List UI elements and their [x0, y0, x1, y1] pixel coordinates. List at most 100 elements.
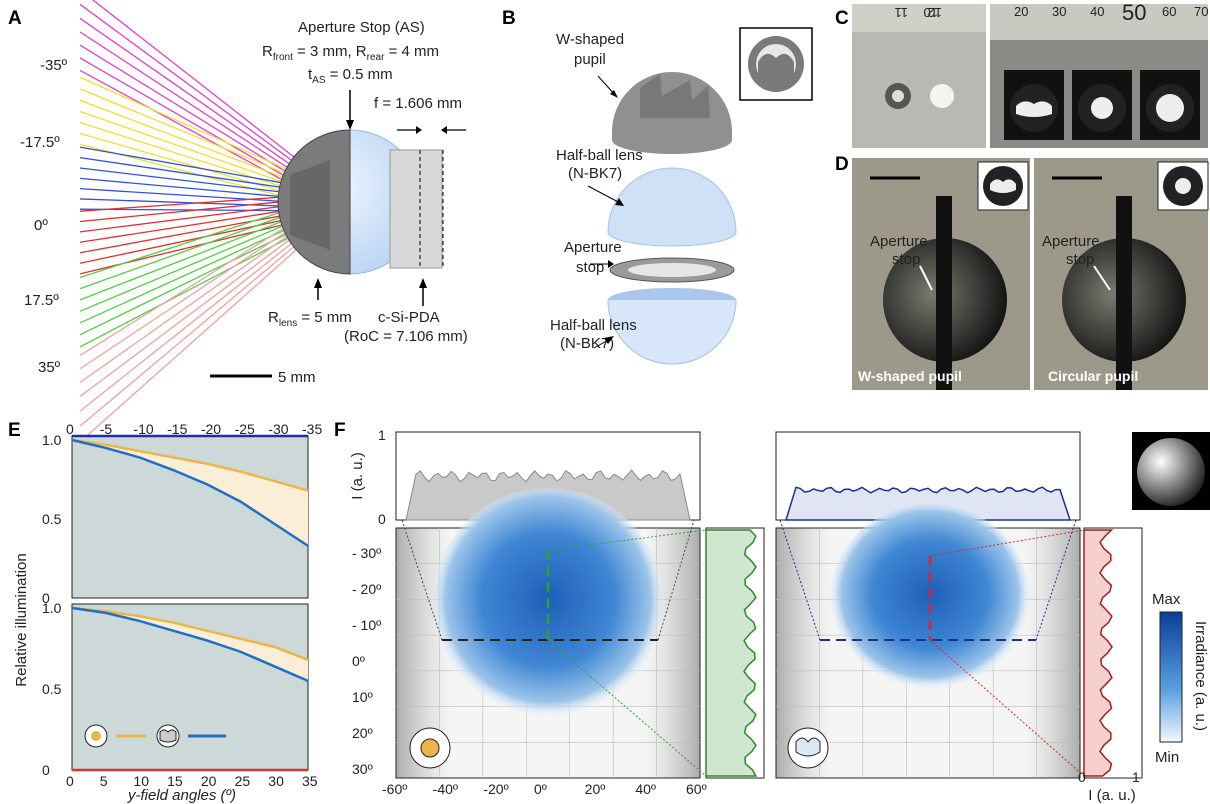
ray-32: [79, 222, 301, 324]
ruler-small-11: 11: [895, 5, 909, 20]
b-pupil-2: pupil: [574, 51, 606, 68]
f-xtick-1: -40º: [433, 781, 458, 797]
colorbar: [1159, 611, 1183, 743]
e-ylabel: Relative illumination: [13, 553, 30, 686]
angle-label-35: 35º: [38, 359, 61, 376]
ray-20: [79, 208, 301, 212]
ray-19: [79, 198, 301, 208]
f-xtick-5: 40º: [635, 781, 656, 797]
ruler-big-70: 70: [1194, 4, 1208, 19]
ray-3: [79, 31, 301, 177]
ray-41: [79, 246, 301, 443]
f-ytick-1: 1: [378, 427, 386, 443]
ray-29: [79, 209, 301, 290]
d-label2-2: stop: [1066, 251, 1094, 268]
e-xtick-0-7: -35: [302, 421, 322, 437]
panel-label-b: B: [502, 8, 516, 29]
e-xtick-1-0: 0: [66, 773, 74, 789]
ray-8: [79, 88, 301, 181]
angle-label-neg17: -17.5º: [20, 134, 60, 151]
ruler-big-40: 40: [1090, 4, 1104, 19]
ray-33: [79, 226, 301, 336]
ray-21: [79, 195, 301, 212]
angle-label-0: 0º: [34, 217, 48, 234]
f-xtick-6: 60º: [686, 781, 707, 797]
ray-35: [79, 217, 301, 357]
ruler-small-12: 12: [928, 5, 942, 20]
e-ytick-0-1: 0.5: [42, 511, 62, 527]
ray-37: [79, 226, 301, 383]
ruler-small-10: 10: [924, 5, 938, 20]
d-caption1: W-shaped pupil: [858, 368, 962, 384]
f-xtick-4: 20º: [585, 781, 606, 797]
focal-length: f = 1.606 mm: [374, 95, 462, 112]
ray-34: [79, 231, 301, 348]
e-ytick-0-2: 0: [42, 590, 50, 606]
r-front-text: Rfront = 3 mm, Rrear = 4 mm: [262, 43, 439, 63]
b-lens1-2: (N-BK7): [568, 165, 622, 182]
e-ytick-0-0: 1.0: [42, 432, 62, 448]
f-xtick-3: 0º: [534, 781, 547, 797]
colorbar-title: Irradiance (a. u.): [1192, 621, 1209, 731]
f-sidetick-4: 10º: [352, 689, 373, 705]
ray-0: [91, 0, 301, 163]
e-xtick-0-1: -5: [100, 421, 113, 437]
panel-e: E 1.00.500 -5 -10 -15 -20 -25 -30 -351.00.500 5 1…: [8, 420, 322, 804]
ray-15: [79, 156, 301, 191]
panel-label-d: D: [835, 154, 849, 175]
e-ytick-1-1: 0.5: [42, 681, 62, 697]
ray-28: [79, 205, 301, 279]
colorbar-max: Max: [1152, 591, 1181, 608]
d-label1-2: stop: [892, 251, 920, 268]
panel-label-e: E: [8, 420, 21, 441]
b-lens2-1: Half-ball lens: [550, 317, 637, 334]
ray-40: [79, 241, 301, 427]
e-xlabel: y-field angles (º): [127, 787, 236, 804]
ray-1: [79, 3, 301, 168]
colorbar-min: Min: [1155, 749, 1179, 766]
f-sidetick-5: 20º: [352, 725, 373, 741]
panel-b: B W-shaped pupil Half-ball lens (N-BK7) …: [502, 8, 813, 365]
ray-36: [79, 222, 301, 370]
ray-22: [79, 199, 301, 223]
e-legend: [84, 724, 226, 748]
aperture-title: Aperture Stop (AS): [298, 19, 425, 36]
roc-label: (RoC = 7.106 mm): [344, 328, 468, 345]
ruler-big-50: 50: [1122, 0, 1146, 25]
half-ball-top: [607, 167, 737, 247]
ray-23: [79, 203, 301, 233]
panel-c: C 10 11 12 20 30 40 50 60 70: [835, 0, 1208, 148]
side-profile-right-line: [1083, 529, 1114, 777]
angle-label-neg35: -35º: [40, 57, 68, 74]
ray-31: [79, 218, 301, 312]
ray-30: [79, 213, 301, 301]
b-stop-1: Aperture: [564, 239, 622, 256]
b-stop-2: stop: [576, 259, 604, 276]
e-xtick-0-5: -25: [235, 421, 255, 437]
e-series-wshaped-0: [71, 438, 309, 547]
ray-11: [79, 121, 301, 193]
e-xtick-1-6: 30: [268, 773, 284, 789]
e-xtick-1-4: 20: [201, 773, 217, 789]
r-lens-text: Rlens = 5 mm: [268, 309, 352, 329]
panel-label-f: F: [334, 420, 346, 441]
panel-label-a: A: [8, 8, 22, 29]
f-ytick-0: 0: [378, 511, 386, 527]
scale-label-a: 5 mm: [278, 369, 316, 386]
f-sidetick-3: 0º: [352, 653, 365, 669]
angle-label-17: 17.5º: [24, 292, 59, 309]
b-pupil-1: W-shaped: [556, 31, 624, 48]
chart-e: 1.00.500 -5 -10 -15 -20 -25 -30 -351.00.500 5 10 1…: [42, 421, 322, 789]
ray-2: [79, 17, 301, 172]
panel-f: F 1 0 I (a. u.): [334, 420, 1210, 804]
panel-a: A Aperture Stop (AS) Rfront = 3 mm, Rrea…: [8, 0, 468, 443]
f-side-x1: 1: [1132, 769, 1140, 785]
profile-right-line: [784, 486, 1072, 521]
e-series-circular-0: [71, 438, 309, 492]
e-xtick-0-3: -15: [167, 421, 187, 437]
e-series-circular-1: [71, 606, 309, 662]
e-xtick-0-2: -10: [133, 421, 153, 437]
e-xtick-1-7: 35: [302, 773, 318, 789]
ruler-big-20: 20: [1014, 4, 1028, 19]
